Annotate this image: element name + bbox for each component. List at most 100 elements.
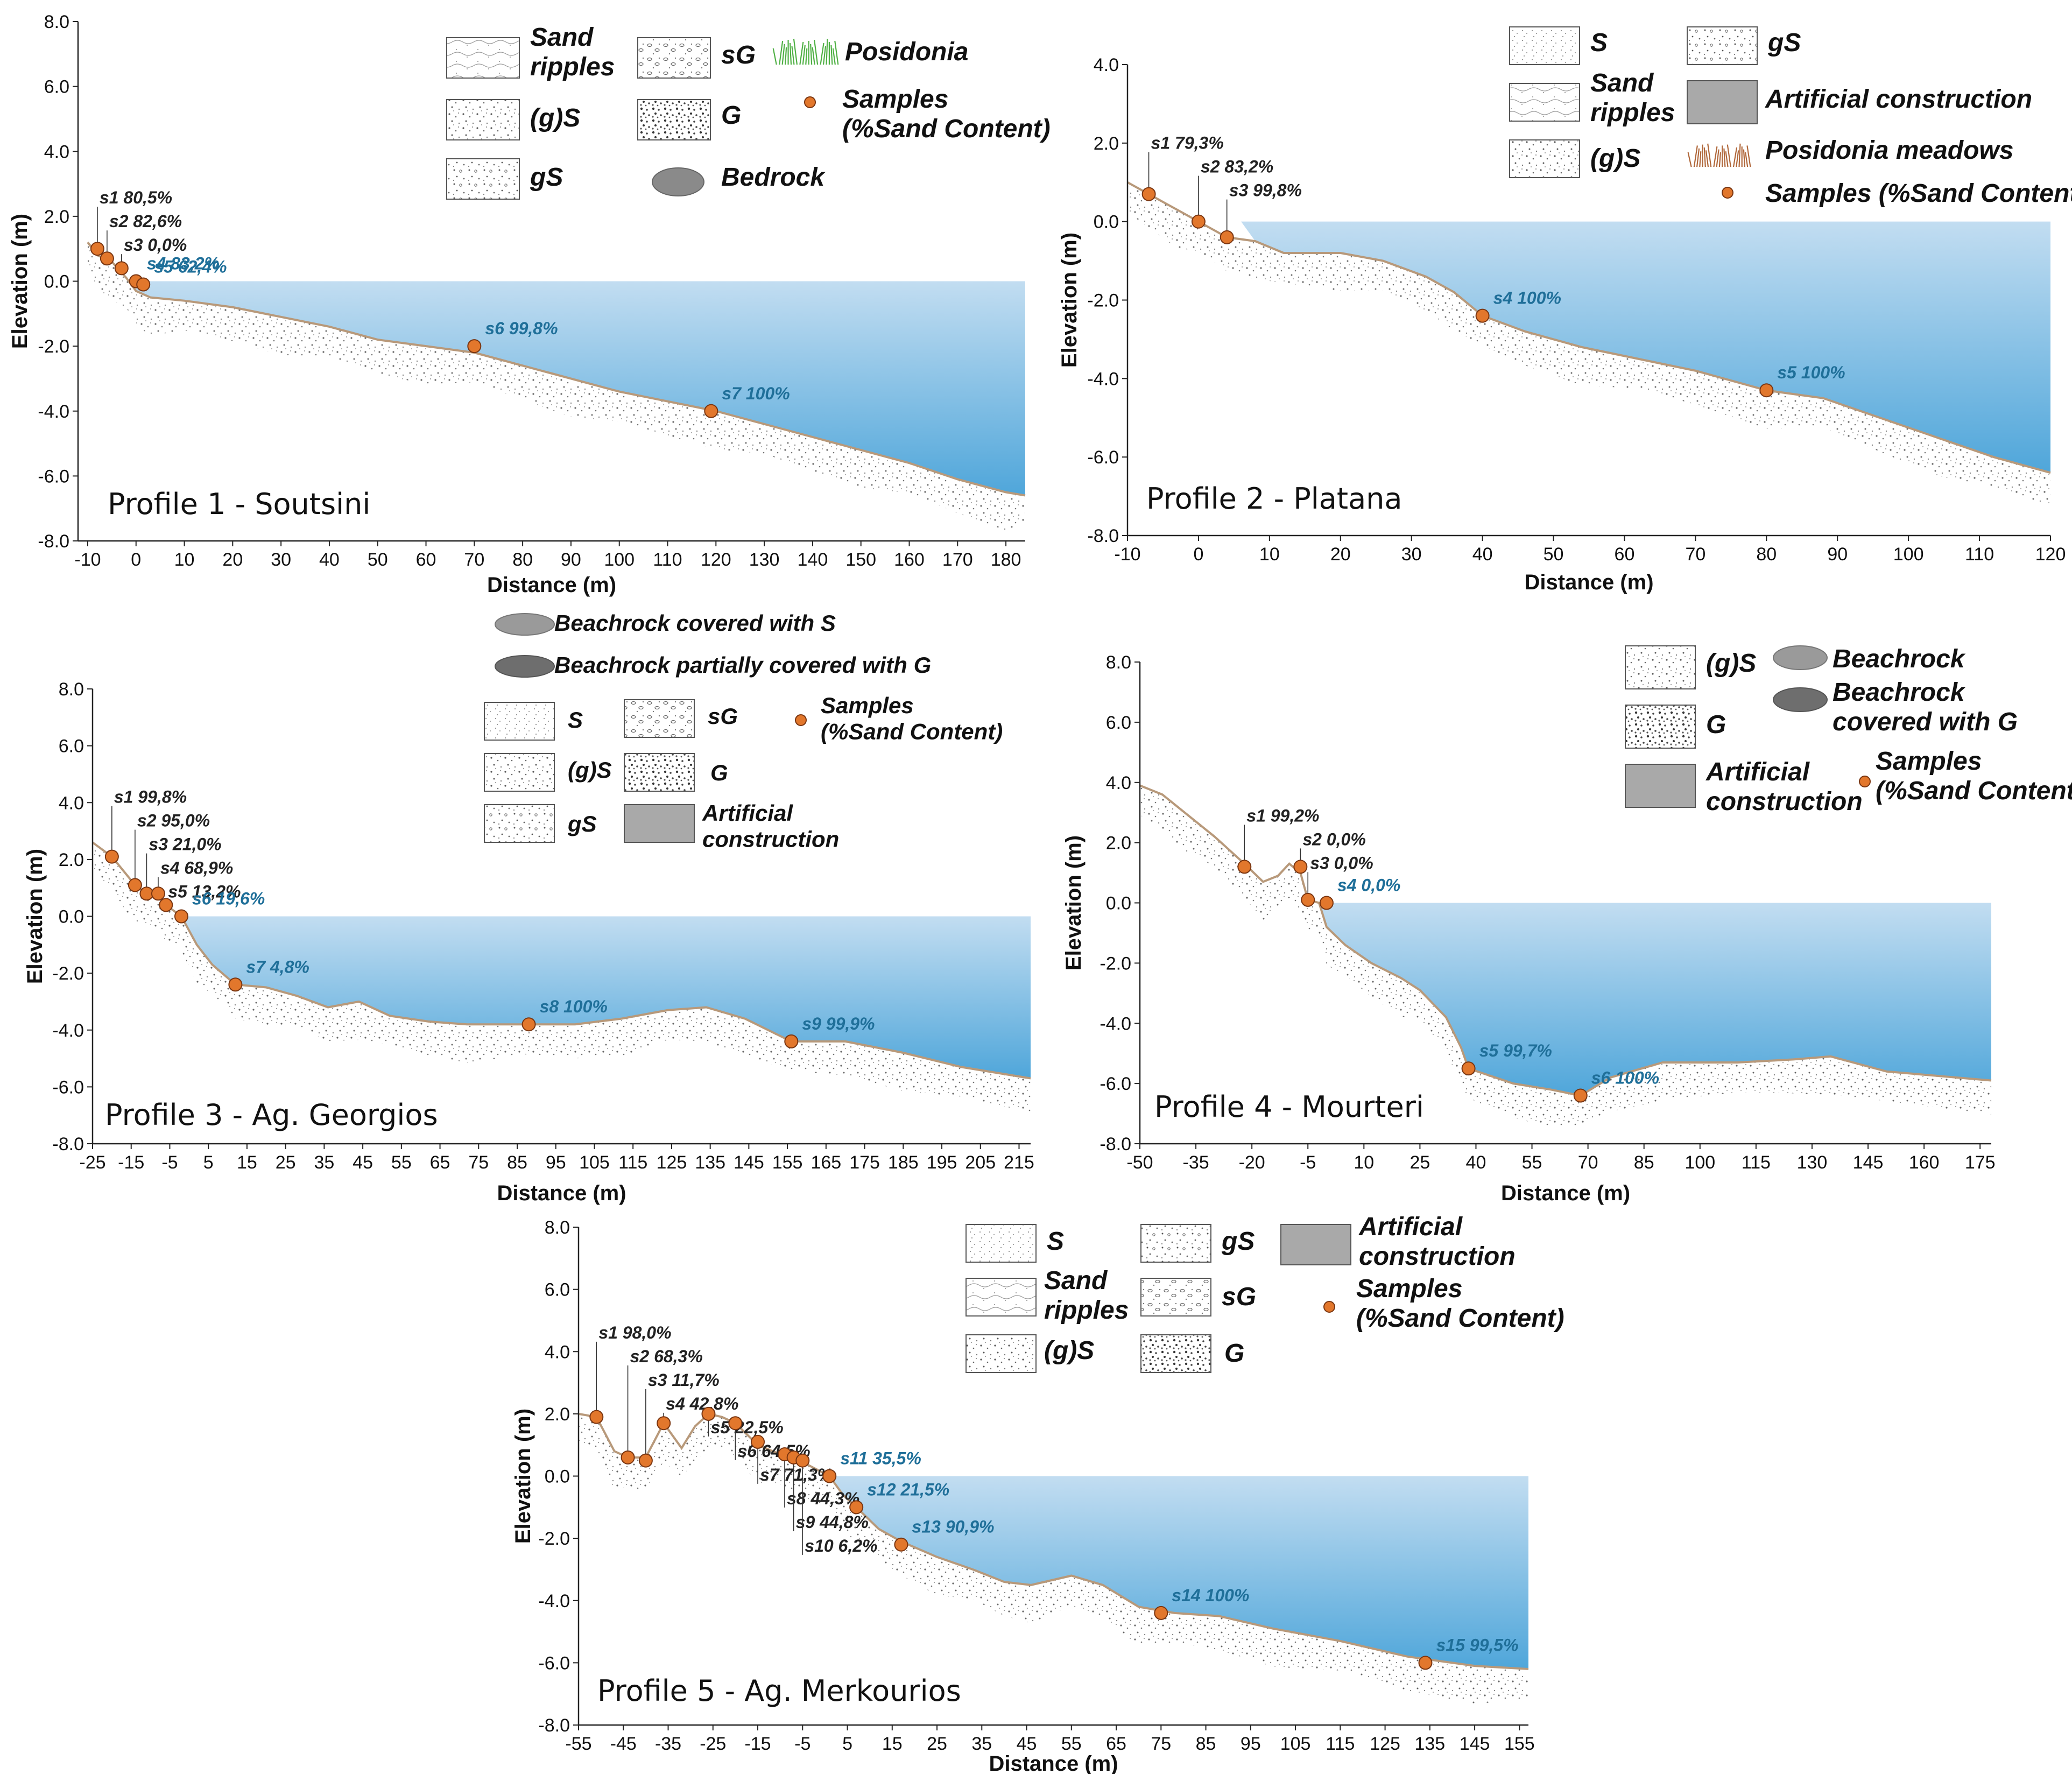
sample-marker bbox=[467, 339, 482, 354]
y-tick-label: 0.0 bbox=[59, 907, 84, 927]
x-tick-label: 160 bbox=[1909, 1152, 1940, 1173]
sea-water-area bbox=[829, 1476, 1528, 1669]
sample-s7: s7 100% bbox=[704, 384, 790, 418]
legend-profile-3: Beachrock covered with S Beachrock parti… bbox=[484, 610, 1003, 851]
x-tick-label: 145 bbox=[1853, 1152, 1884, 1173]
x-tick-label: 15 bbox=[882, 1734, 903, 1754]
legend-label: G bbox=[1224, 1339, 1244, 1368]
legend-label: Sand ripples bbox=[1044, 1266, 1129, 1325]
x-tick-label: 110 bbox=[1965, 544, 1994, 565]
x-tick-label: 150 bbox=[845, 550, 876, 570]
x-tick-label: -25 bbox=[79, 1152, 105, 1173]
seabed-profile-line bbox=[1139, 784, 1992, 1097]
legend-label-line: construction bbox=[1706, 787, 1863, 816]
y-tick-label: 4.0 bbox=[59, 793, 84, 813]
profile-1-chart: 8.0 6.0 4.0 2.0 0.0 -2.0 -4.0 -6.0 -8.0-10 0 10 20 3… bbox=[8, 12, 1026, 597]
sample-label: s4 100% bbox=[1493, 288, 1561, 308]
sample-s1: s1 99,8% bbox=[104, 787, 187, 864]
gravel-swatch bbox=[624, 753, 695, 792]
x-tick-label: 195 bbox=[927, 1152, 957, 1173]
x-tick-label: 120 bbox=[701, 550, 731, 570]
y-axis-title: Elevation (m) bbox=[8, 214, 32, 349]
legend-label: gS bbox=[1767, 29, 1801, 57]
sample-s2: s2 95,0% bbox=[128, 811, 210, 892]
y-tick-label: -4.0 bbox=[1087, 369, 1119, 389]
sample-marker bbox=[1418, 1656, 1433, 1670]
sample-marker bbox=[521, 1017, 536, 1032]
beachrock-s-icon bbox=[495, 613, 555, 636]
sample-dot bbox=[1323, 1301, 1335, 1313]
x-tick-label: -5 bbox=[1300, 1152, 1316, 1173]
sample-dot bbox=[1722, 187, 1733, 199]
gravelly-sand-swatch bbox=[965, 1334, 1037, 1373]
sample-s2: s2 82,6% bbox=[100, 212, 182, 266]
sample-marker bbox=[114, 261, 129, 276]
y-tick-label: -4.0 bbox=[52, 1020, 84, 1041]
sample-s5: s5 22,5% bbox=[701, 1406, 784, 1437]
x-tick-label: 100 bbox=[1685, 1152, 1715, 1173]
sample-dot bbox=[804, 96, 816, 108]
x-tick-label: 60 bbox=[416, 550, 436, 570]
sample-s13: s13 90,9% bbox=[894, 1517, 994, 1552]
legend-label-line: construction bbox=[702, 826, 839, 851]
legend-label-line: covered with G bbox=[1833, 708, 2018, 736]
legend-label: Sand ripples bbox=[1590, 69, 1675, 127]
seabed-profile-line bbox=[578, 1412, 1529, 1670]
x-tick-label: 215 bbox=[1004, 1152, 1034, 1173]
legend-label: Samples (%Sand Content) bbox=[1356, 1275, 1564, 1333]
sample-s12: s12 21,5% bbox=[849, 1480, 949, 1515]
legend-label: Artificial construction bbox=[1358, 1213, 1516, 1271]
sample-s9: s9 99,9% bbox=[784, 1014, 875, 1048]
x-tick-label: 125 bbox=[1370, 1734, 1400, 1754]
legend-label: gS bbox=[530, 163, 563, 192]
legend-label: Beachrock bbox=[1833, 645, 1966, 673]
x-tick-label: 175 bbox=[849, 1152, 880, 1173]
x-tick-label: 40 bbox=[1466, 1152, 1486, 1173]
x-tick-label: 95 bbox=[1241, 1734, 1261, 1754]
x-tick-label: 40 bbox=[1472, 544, 1493, 565]
sample-marker bbox=[1319, 896, 1334, 910]
y-tick-label: 8.0 bbox=[44, 12, 69, 32]
x-tick-label: 0 bbox=[131, 550, 141, 570]
sample-label: s14 100% bbox=[1172, 1586, 1249, 1605]
legend-label: (g)S bbox=[1044, 1336, 1094, 1365]
x-tick-label: -25 bbox=[700, 1734, 726, 1754]
x-tick-label: 90 bbox=[561, 550, 581, 570]
sample-marker bbox=[849, 1500, 864, 1515]
legend-label: Beachrock covered with G bbox=[1833, 678, 2018, 736]
x-tick-label: 115 bbox=[1742, 1152, 1771, 1173]
legend-label: S bbox=[1047, 1227, 1064, 1256]
sample-label: s6 100% bbox=[1591, 1068, 1659, 1088]
legend-label: Bedrock bbox=[721, 163, 826, 192]
x-tick-label: -55 bbox=[565, 1734, 591, 1754]
y-tick-label: 4.0 bbox=[1106, 773, 1131, 793]
gravelly-sand-swatch bbox=[484, 753, 555, 792]
y-tick-label: -8.0 bbox=[1100, 1134, 1131, 1154]
sample-marker bbox=[1154, 1606, 1168, 1620]
sample-label: s7 4,8% bbox=[246, 957, 309, 976]
x-tick-label: -35 bbox=[655, 1734, 681, 1754]
x-tick-label: 80 bbox=[512, 550, 533, 570]
x-tick-label: 15 bbox=[237, 1152, 257, 1173]
x-tick-label: 30 bbox=[1401, 544, 1422, 565]
sand-swatch bbox=[965, 1224, 1037, 1263]
sample-label: s8 100% bbox=[540, 997, 608, 1016]
y-tick-label: 0.0 bbox=[1106, 893, 1131, 914]
sample-marker bbox=[894, 1537, 908, 1552]
x-tick-label: 20 bbox=[1330, 544, 1351, 565]
x-tick-label: 55 bbox=[1061, 1734, 1082, 1754]
sample-marker bbox=[657, 1416, 671, 1431]
x-tick-label: 40 bbox=[319, 550, 340, 570]
sample-label: s2 68,3% bbox=[630, 1347, 703, 1366]
x-tick-label: 65 bbox=[430, 1152, 450, 1173]
x-tick-label: 45 bbox=[1017, 1734, 1037, 1754]
legend-label-line: (%Sand Content) bbox=[1356, 1304, 1564, 1333]
legend-label-line: ripples bbox=[1044, 1296, 1129, 1325]
legend-label: gS bbox=[567, 811, 597, 836]
y-tick-label: -2.0 bbox=[38, 336, 69, 357]
y-tick-label: 4.0 bbox=[545, 1342, 570, 1362]
sample-marker bbox=[1237, 860, 1252, 874]
sample-label: s9 99,9% bbox=[802, 1014, 875, 1033]
legend-label-line: (%Sand Content) bbox=[1876, 777, 2072, 805]
